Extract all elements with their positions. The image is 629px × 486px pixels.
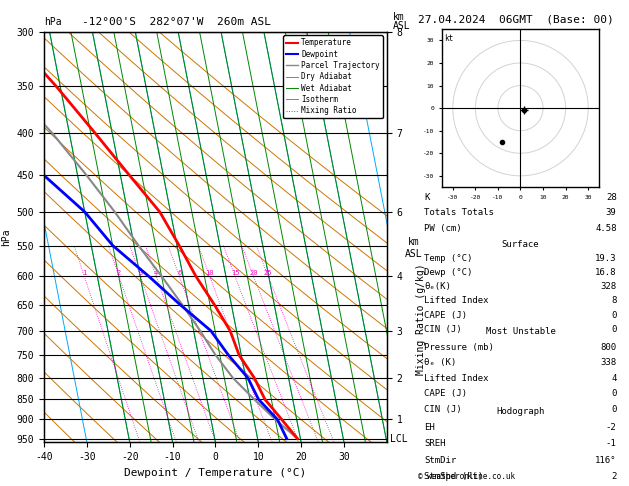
Text: 28: 28 (606, 193, 616, 202)
Text: 8: 8 (611, 296, 616, 306)
Text: 2: 2 (611, 472, 616, 481)
Text: Pressure (mb): Pressure (mb) (425, 343, 494, 351)
Text: 25: 25 (264, 270, 272, 277)
Text: CAPE (J): CAPE (J) (425, 389, 467, 398)
Text: PW (cm): PW (cm) (425, 224, 462, 232)
Text: Totals Totals: Totals Totals (425, 208, 494, 217)
Legend: Temperature, Dewpoint, Parcel Trajectory, Dry Adiabat, Wet Adiabat, Isotherm, Mi: Temperature, Dewpoint, Parcel Trajectory… (283, 35, 383, 118)
Text: 39: 39 (606, 208, 616, 217)
Text: 20: 20 (249, 270, 258, 277)
Text: Lifted Index: Lifted Index (425, 296, 489, 306)
Text: Most Unstable: Most Unstable (486, 327, 555, 336)
Text: © weatheronline.co.uk: © weatheronline.co.uk (418, 472, 515, 481)
Text: 4.58: 4.58 (595, 224, 616, 232)
Text: Surface: Surface (502, 240, 539, 249)
Text: hPa: hPa (44, 17, 62, 27)
Text: Lifted Index: Lifted Index (425, 374, 489, 382)
Text: SREH: SREH (425, 439, 446, 449)
Text: -12°00'S  282°07'W  260m ASL: -12°00'S 282°07'W 260m ASL (82, 17, 270, 27)
Text: 16.8: 16.8 (595, 268, 616, 277)
Text: 6: 6 (177, 270, 181, 277)
Text: CAPE (J): CAPE (J) (425, 311, 467, 320)
Text: -2: -2 (606, 423, 616, 432)
Text: kt: kt (444, 34, 453, 43)
Text: 338: 338 (601, 358, 616, 367)
Y-axis label: hPa: hPa (1, 228, 11, 246)
Text: -1: -1 (606, 439, 616, 449)
Text: 116°: 116° (595, 456, 616, 465)
Text: km: km (393, 12, 405, 22)
Text: 10: 10 (206, 270, 214, 277)
Text: Mixing Ratio (g/kg): Mixing Ratio (g/kg) (416, 263, 426, 375)
Text: 328: 328 (601, 282, 616, 291)
Text: Hodograph: Hodograph (496, 407, 545, 416)
Text: Temp (°C): Temp (°C) (425, 254, 473, 263)
Text: 19.3: 19.3 (595, 254, 616, 263)
Text: LCL: LCL (390, 434, 408, 444)
Text: 0: 0 (611, 311, 616, 320)
Text: 4: 4 (611, 374, 616, 382)
Text: ASL: ASL (393, 21, 411, 31)
Text: 0: 0 (611, 389, 616, 398)
Text: 800: 800 (601, 343, 616, 351)
Text: 0: 0 (611, 325, 616, 334)
Text: 27.04.2024  06GMT  (Base: 00): 27.04.2024 06GMT (Base: 00) (418, 15, 614, 25)
Text: 2: 2 (117, 270, 121, 277)
Y-axis label: km
ASL: km ASL (404, 237, 422, 259)
Text: Dewp (°C): Dewp (°C) (425, 268, 473, 277)
X-axis label: Dewpoint / Temperature (°C): Dewpoint / Temperature (°C) (125, 468, 306, 478)
Text: 15: 15 (231, 270, 239, 277)
Text: 3: 3 (138, 270, 143, 277)
Text: CIN (J): CIN (J) (425, 325, 462, 334)
Text: K: K (425, 193, 430, 202)
Text: θₑ(K): θₑ(K) (425, 282, 451, 291)
Text: StmDir: StmDir (425, 456, 457, 465)
Text: θₑ (K): θₑ (K) (425, 358, 457, 367)
Text: 4: 4 (154, 270, 159, 277)
Text: 1: 1 (82, 270, 86, 277)
Text: EH: EH (425, 423, 435, 432)
Text: 0: 0 (611, 405, 616, 414)
Text: StmSpd (kt): StmSpd (kt) (425, 472, 484, 481)
Text: CIN (J): CIN (J) (425, 405, 462, 414)
